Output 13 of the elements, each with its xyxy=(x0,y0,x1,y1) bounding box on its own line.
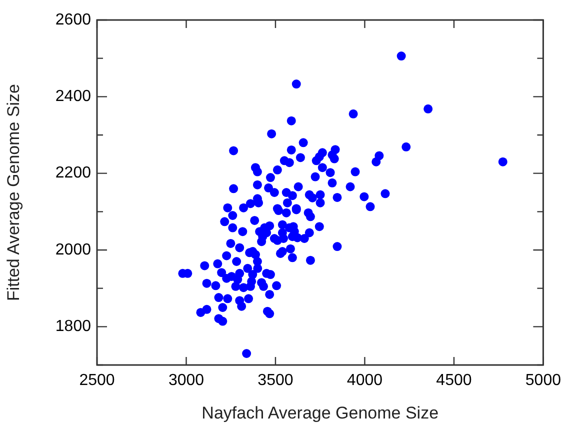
y-tick-label: 1800 xyxy=(55,318,92,336)
x-tick-label: 4000 xyxy=(346,372,383,390)
x-tick-label: 5000 xyxy=(525,372,562,390)
x-tick-label: 3500 xyxy=(258,372,294,390)
y-tick-label: 2000 xyxy=(55,241,92,258)
x-axis-title: Nayfach Average Genome Size xyxy=(202,403,439,422)
y-tick-label: 2200 xyxy=(55,164,92,182)
x-tick-label: 4500 xyxy=(436,372,472,390)
x-tick-label: 3000 xyxy=(168,372,204,390)
x-tick-label: 2500 xyxy=(79,372,115,390)
y-tick-label: 2400 xyxy=(55,88,92,106)
y-tick-label: 2600 xyxy=(55,11,92,28)
y-axis-title: Fitted Average Genome Size xyxy=(4,84,23,302)
